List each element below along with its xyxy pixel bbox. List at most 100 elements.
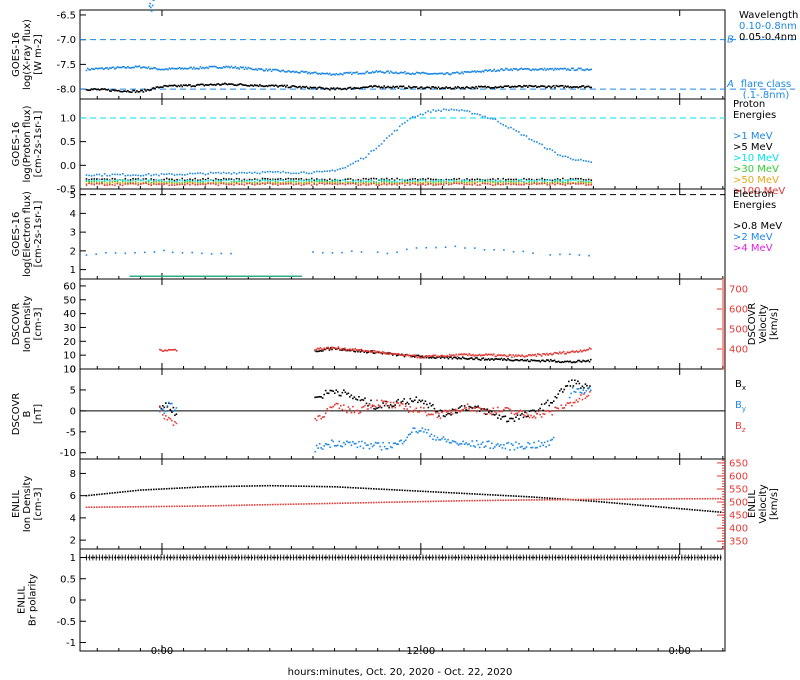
data-point [681,508,683,510]
data-point [184,179,186,182]
data-point [481,499,484,502]
data-point [388,353,390,356]
data-point [489,412,492,415]
data-point [574,159,577,161]
data-point [506,85,508,88]
data-point [512,359,514,362]
data-point [585,389,588,392]
data-point [517,68,520,71]
data-point [395,353,398,355]
data-point [574,181,577,184]
data-point [417,556,419,559]
data-point [106,89,108,91]
panel-5-ylabel: DSCOVRB[nT] [11,393,44,436]
data-point [505,85,507,87]
data-point [235,173,238,175]
data-point [193,85,195,87]
data-point [281,84,283,87]
data-point [426,414,428,417]
data-point [507,420,510,423]
data-point [358,395,360,398]
data-point [540,355,543,357]
data-point [505,67,507,70]
data-point [103,178,106,180]
data-point [388,180,391,182]
data-point [440,182,442,185]
data-point [442,184,445,186]
data-point [427,177,429,180]
data-point [316,179,318,182]
data-point [367,72,370,74]
data-point [321,72,323,75]
data-point [520,183,523,186]
data-point [215,65,217,68]
data-point [321,180,323,183]
data-point [544,354,547,356]
data-point [342,349,345,351]
data-point [458,182,461,185]
data-point [479,184,481,186]
data-point [266,170,269,173]
data-point [406,72,409,74]
data-point [600,501,603,503]
data-point [448,109,450,112]
data-point [444,409,446,412]
data-point [303,183,305,186]
data-point [512,444,514,447]
data-point [437,356,439,358]
data-point [266,182,269,185]
data-point [432,184,435,187]
data-point [528,68,530,70]
data-point [274,503,277,506]
data-point [406,353,408,356]
data-point [415,86,418,88]
data-point [334,179,336,182]
data-point [246,485,248,487]
data-point [552,359,555,362]
data-point [652,556,655,559]
data-point [534,84,537,87]
data-point [463,70,466,73]
data-point [486,354,489,356]
data-point [277,182,279,185]
data-point [538,182,541,185]
data-point [488,86,490,88]
data-point [554,182,556,184]
data-point [143,66,146,69]
data-point [329,446,332,449]
data-point [301,85,304,88]
time-tick-label: 0:00 [668,646,690,657]
data-point [582,69,585,71]
data-point [376,251,379,253]
x-axis-label: hours:minutes, Oct. 20, 2020 - Oct. 22, … [288,667,513,678]
data-point [505,499,507,502]
legend-entry-by: By [735,400,746,413]
data-point [470,357,473,359]
y-tick-label: -8.0 [56,85,76,96]
data-point [189,505,191,507]
data-point [391,133,393,135]
data-point [116,66,119,68]
data-point [239,83,242,85]
data-point [590,389,592,392]
data-point [693,497,696,500]
data-point [448,409,451,412]
data-point [523,68,525,70]
data-point [575,361,578,363]
data-point [454,355,456,357]
data-point [349,396,351,398]
data-point [530,414,532,417]
data-point [152,87,155,89]
data-point [469,406,472,408]
data-point [459,357,461,360]
data-point [489,556,492,559]
data-point [419,113,422,115]
data-point [683,498,686,500]
data-point [397,87,400,89]
data-point [449,86,451,89]
data-point [116,181,119,184]
data-point [442,356,445,358]
data-point [371,404,374,407]
data-point [326,170,329,172]
y-tick-label: 0 [70,406,76,417]
